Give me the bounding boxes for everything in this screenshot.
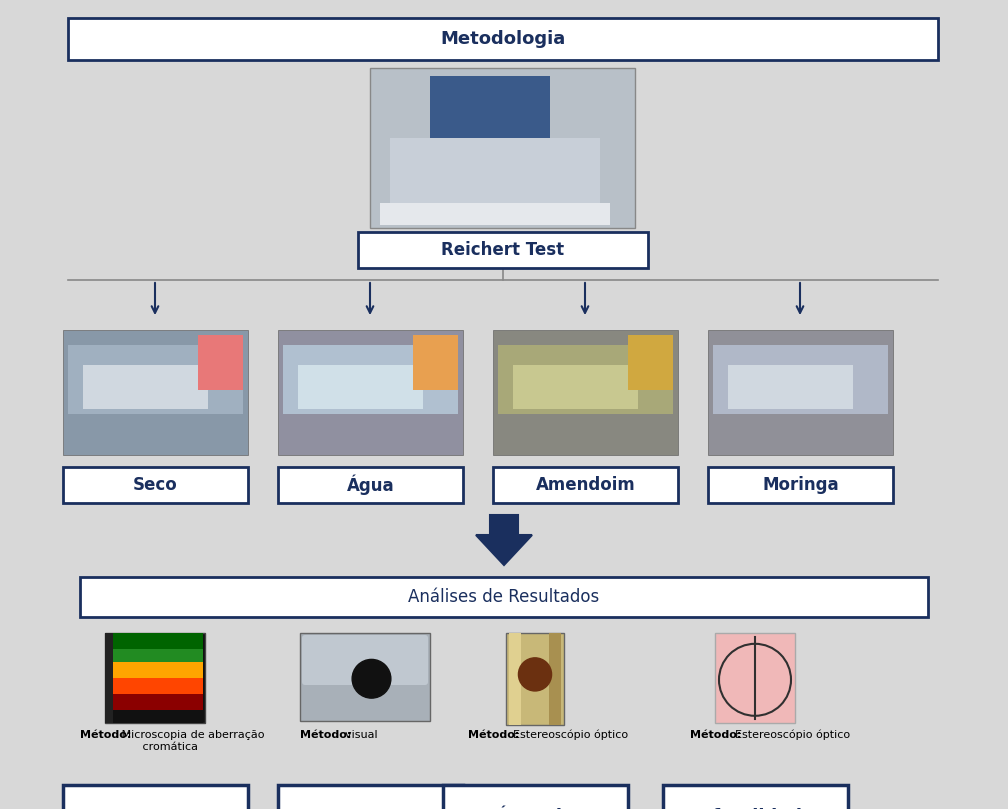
FancyBboxPatch shape (107, 662, 203, 678)
FancyBboxPatch shape (107, 694, 203, 709)
FancyBboxPatch shape (283, 345, 458, 413)
FancyBboxPatch shape (493, 330, 678, 455)
Text: Método:: Método: (468, 730, 519, 740)
FancyBboxPatch shape (713, 345, 888, 413)
FancyBboxPatch shape (107, 633, 203, 649)
FancyBboxPatch shape (278, 785, 463, 809)
FancyBboxPatch shape (278, 467, 463, 503)
Text: Metodologia: Metodologia (440, 30, 565, 48)
FancyBboxPatch shape (105, 633, 113, 723)
FancyBboxPatch shape (68, 345, 243, 413)
FancyBboxPatch shape (62, 785, 248, 809)
FancyBboxPatch shape (358, 232, 648, 268)
FancyBboxPatch shape (300, 633, 430, 721)
Text: Método:: Método: (690, 730, 741, 740)
FancyBboxPatch shape (80, 577, 928, 617)
FancyBboxPatch shape (549, 633, 561, 725)
Text: Água: Água (347, 475, 394, 495)
FancyBboxPatch shape (83, 365, 208, 409)
FancyBboxPatch shape (68, 18, 938, 60)
FancyBboxPatch shape (715, 633, 795, 723)
Text: Profundidade e
Região de Desgaste: Profundidade e Região de Desgaste (655, 808, 856, 809)
FancyBboxPatch shape (390, 138, 600, 213)
Text: Microscopia de aberração
       cromática: Microscopia de aberração cromática (118, 730, 264, 752)
Text: Análises de Resultados: Análises de Resultados (408, 588, 600, 606)
FancyBboxPatch shape (107, 678, 203, 694)
FancyBboxPatch shape (380, 203, 610, 225)
FancyBboxPatch shape (708, 467, 893, 503)
FancyBboxPatch shape (513, 365, 638, 409)
Polygon shape (476, 515, 532, 565)
FancyBboxPatch shape (509, 633, 521, 725)
Text: Método:: Método: (300, 730, 352, 740)
Text: Amendoim: Amendoim (535, 476, 635, 494)
FancyBboxPatch shape (105, 633, 205, 723)
FancyBboxPatch shape (278, 330, 463, 455)
Text: Seco: Seco (133, 476, 177, 494)
FancyBboxPatch shape (107, 709, 203, 723)
FancyBboxPatch shape (370, 68, 635, 228)
Text: visual: visual (338, 730, 378, 740)
FancyBboxPatch shape (498, 345, 673, 413)
Circle shape (352, 659, 391, 698)
Text: Método:: Método: (80, 730, 131, 740)
FancyBboxPatch shape (708, 330, 893, 455)
FancyBboxPatch shape (728, 365, 853, 409)
FancyBboxPatch shape (107, 649, 203, 662)
Circle shape (518, 658, 551, 691)
FancyBboxPatch shape (62, 330, 248, 455)
Text: Moringa: Moringa (762, 476, 839, 494)
FancyBboxPatch shape (493, 467, 678, 503)
Text: Estereoscópio óptico: Estereoscópio óptico (728, 730, 850, 740)
FancyBboxPatch shape (443, 785, 628, 809)
Text: Reichert Test: Reichert Test (442, 241, 564, 259)
FancyBboxPatch shape (430, 76, 550, 146)
FancyBboxPatch shape (198, 335, 243, 390)
FancyBboxPatch shape (298, 365, 423, 409)
FancyBboxPatch shape (413, 335, 458, 390)
FancyBboxPatch shape (506, 633, 564, 725)
Text: Estereoscópio óptico: Estereoscópio óptico (506, 730, 628, 740)
Text: Área de
Desgaste: Área de Desgaste (489, 808, 583, 809)
FancyBboxPatch shape (302, 635, 428, 685)
FancyBboxPatch shape (663, 785, 848, 809)
FancyBboxPatch shape (628, 335, 673, 390)
FancyBboxPatch shape (62, 467, 248, 503)
